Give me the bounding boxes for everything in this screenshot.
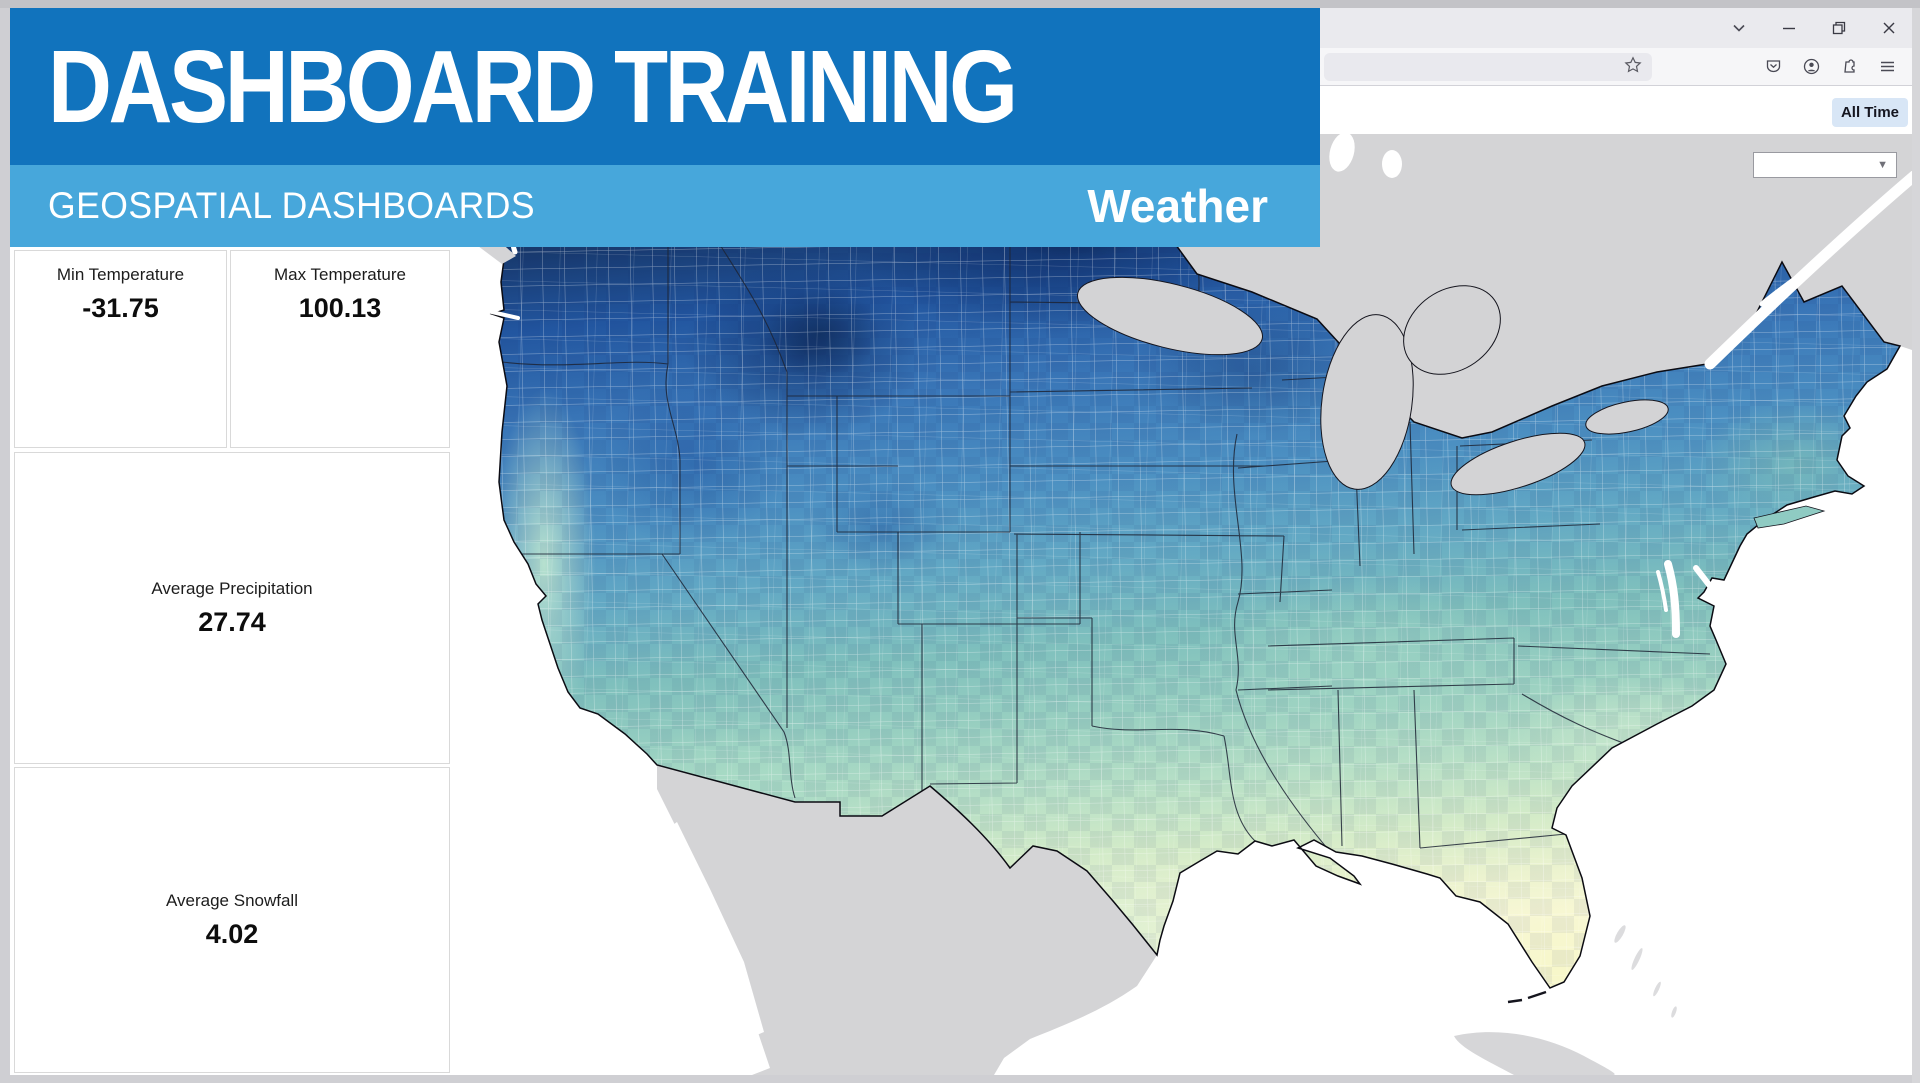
kpi-value: 4.02	[205, 918, 259, 949]
kpi-value: 27.74	[198, 606, 266, 637]
banner-subtitle: GEOSPATIAL DASHBOARDS	[48, 185, 536, 226]
training-banner: DASHBOARD TRAINING GEOSPATIAL DASHBOARDS…	[10, 8, 1320, 247]
address-bar[interactable]	[1324, 53, 1652, 81]
map-mexico	[657, 765, 1157, 1075]
window-left-edge	[0, 8, 10, 1083]
kpi-value: 100.13	[298, 293, 382, 323]
window-right-edge	[1912, 8, 1920, 1083]
kpi-label: Max Temperature	[274, 265, 406, 284]
bookmark-star-icon[interactable]	[1624, 55, 1642, 79]
page-title: Weather	[1087, 180, 1268, 232]
minimize-icon[interactable]	[1780, 19, 1798, 37]
map-state-borders	[500, 193, 1711, 855]
kpi-card-max-temperature: Max Temperature 100.13	[230, 250, 450, 448]
banner-subtitle-band: GEOSPATIAL DASHBOARDS	[10, 165, 1320, 247]
kpi-label: Average Precipitation	[151, 578, 313, 598]
close-icon[interactable]	[1880, 19, 1898, 37]
kpi-card-average-precipitation: Average Precipitation 27.74	[14, 452, 450, 764]
map-florida-keys	[1507, 990, 1547, 1004]
map-water-details	[490, 170, 1920, 638]
menu-icon[interactable]	[1878, 58, 1896, 76]
map-long-island	[1753, 505, 1826, 529]
map-canada	[480, 134, 1912, 438]
all-time-button[interactable]: All Time	[1832, 98, 1908, 127]
map-bahamas	[1614, 925, 1677, 1018]
dropdown-arrow-icon: ▼	[1877, 158, 1888, 171]
window-bottom-edge	[10, 1075, 1912, 1083]
banner-title-band: DASHBOARD TRAINING	[10, 8, 1320, 165]
map-great-lakes	[1076, 276, 1669, 496]
pocket-icon[interactable]	[1764, 58, 1782, 76]
account-icon[interactable]	[1802, 58, 1820, 76]
extensions-icon[interactable]	[1840, 58, 1858, 76]
choropleth-map-canvas[interactable]	[452, 131, 1920, 1075]
kpi-card-average-snowfall: Average Snowfall 4.02	[14, 767, 450, 1073]
region-select-dropdown[interactable]: ▼	[1753, 152, 1897, 178]
kpi-value: -31.75	[82, 293, 159, 323]
window-top-edge	[0, 0, 1920, 8]
map-gulf-of-california	[666, 822, 764, 1038]
kpi-label: Min Temperature	[56, 265, 185, 284]
kpi-label: Average Snowfall	[166, 890, 298, 910]
kpi-card-min-temperature: Min Temperature -31.75	[14, 250, 227, 448]
banner-title: DASHBOARD TRAINING	[48, 28, 1018, 144]
chevron-down-icon[interactable]	[1730, 19, 1748, 37]
restore-icon[interactable]	[1830, 19, 1848, 37]
kpi-sidebar: Min Temperature -31.75 Max Temperature 1…	[10, 247, 452, 1075]
map-cuba	[1454, 1032, 1615, 1075]
